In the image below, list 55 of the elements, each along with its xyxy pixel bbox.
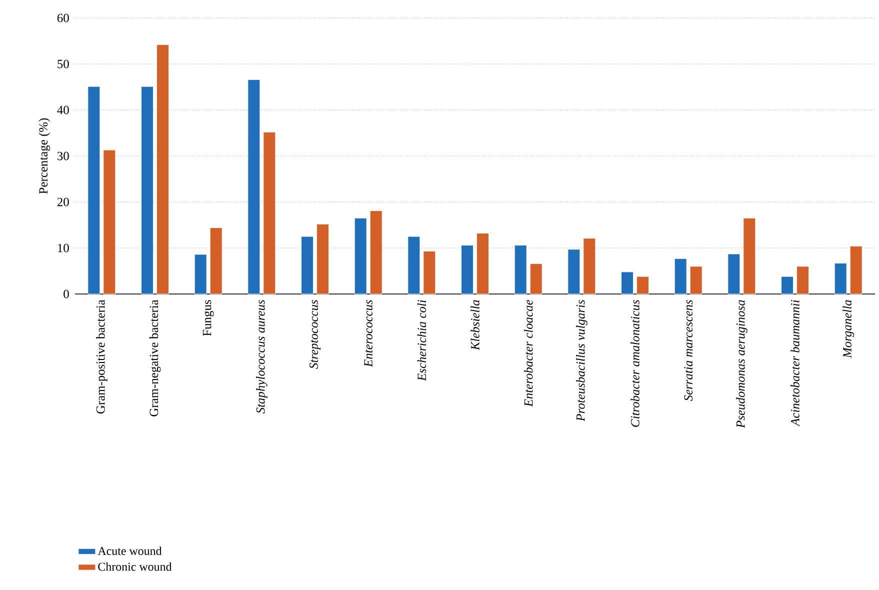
bar <box>301 236 314 294</box>
bar <box>621 272 634 294</box>
x-tick-label: Pseudomonas aeruginosa <box>736 300 748 428</box>
bar <box>834 262 847 294</box>
x-tick-label: Acinetobacter baumannii <box>790 300 800 427</box>
bar <box>370 210 382 294</box>
bar <box>583 238 596 294</box>
bar <box>156 44 170 294</box>
y-tick-label: 20 <box>57 198 69 206</box>
bar <box>530 263 542 294</box>
bar <box>103 150 116 294</box>
bar <box>423 250 436 294</box>
x-tick-label: Escherichia coli <box>417 300 426 382</box>
y-tick-label: 40 <box>57 106 69 114</box>
bar <box>850 246 862 294</box>
bar <box>568 249 580 294</box>
bar <box>88 86 100 294</box>
bar <box>248 79 260 294</box>
legend-label: Chronic wound <box>98 562 172 571</box>
x-tick-label: Citrobacter amalonaticus <box>630 300 640 427</box>
x-tick-label: Enterococcus <box>364 300 372 368</box>
bar <box>210 228 222 294</box>
bar <box>781 276 794 294</box>
bar <box>194 254 207 294</box>
bar <box>461 244 474 294</box>
bar <box>796 266 810 294</box>
x-tick-label: Morganella <box>842 300 854 358</box>
y-tick-label: 30 <box>58 152 69 160</box>
bar <box>476 233 490 294</box>
bar <box>408 236 420 294</box>
x-tick-label: Enterobacter cloacae <box>524 300 533 407</box>
legend-label: Acute wound <box>98 546 162 555</box>
x-tick-label: Klebsiella <box>470 300 480 350</box>
y-axis-title: Percentage (%) <box>38 118 50 194</box>
y-tick-label: 60 <box>57 14 69 22</box>
bar <box>354 218 367 294</box>
x-tick-label: Staphylococcus aureus <box>256 300 268 414</box>
bar <box>674 258 687 294</box>
bar <box>514 244 527 294</box>
y-tick-label: 50 <box>58 60 69 68</box>
x-tick-label: Serratia marcescens <box>684 300 693 402</box>
x-tick-label: Proteusbacillus vulgaris <box>576 300 588 422</box>
x-tick-label: Streptococcus <box>310 300 320 369</box>
x-tick-label: Gram-negative bacteria <box>149 300 161 416</box>
bar <box>743 218 756 294</box>
bar <box>316 224 330 294</box>
bar <box>636 276 650 294</box>
x-tick-label: Fungus <box>202 300 214 336</box>
bar <box>141 86 154 294</box>
y-tick-label: 0 <box>64 290 69 298</box>
y-tick-label: 10 <box>58 244 69 252</box>
bar <box>690 266 702 294</box>
x-tick-label: Gram-positive bacteria <box>96 300 108 414</box>
bar <box>263 132 276 294</box>
bar <box>728 254 740 294</box>
